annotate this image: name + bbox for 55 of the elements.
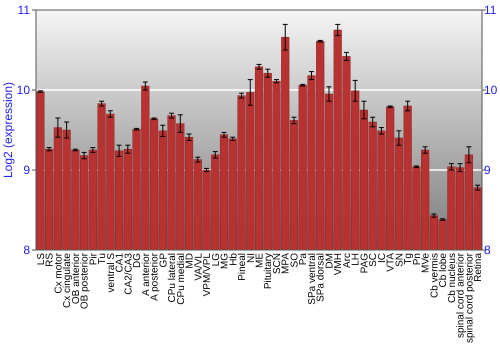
x-tick-label: SC bbox=[368, 253, 380, 267]
x-tick-label: CA1 bbox=[114, 252, 126, 272]
y2-tick-label: 10 bbox=[484, 83, 498, 98]
x-tick-label: CA2/CA3 bbox=[123, 252, 134, 295]
x-tick-label: SO bbox=[289, 252, 300, 268]
x-tick-label: VTA bbox=[386, 252, 397, 272]
x-tick-label: IC bbox=[376, 253, 388, 263]
x-tick-label: DM bbox=[324, 253, 336, 269]
y-axis-title: Log2 (expression) bbox=[1, 82, 15, 178]
x-tick-label: MVe bbox=[420, 252, 432, 274]
y-tick-label: 10 bbox=[16, 83, 30, 98]
y-tick-label: 9 bbox=[23, 163, 30, 178]
y-tick-label: 8 bbox=[23, 243, 30, 258]
y2-tick-label: 9 bbox=[484, 163, 491, 178]
x-tick-label: SN bbox=[394, 253, 406, 267]
x-tick-label: ME bbox=[254, 252, 266, 268]
x-tick-label: SCN bbox=[272, 253, 283, 274]
y2-tick-label: 8 bbox=[484, 243, 491, 258]
x-tick-label: A anterior bbox=[140, 252, 152, 296]
x-tick-label: CPu medial bbox=[176, 253, 187, 305]
x-tick-label: Pn bbox=[412, 253, 423, 266]
x-tick-label: Cb vermis bbox=[429, 253, 440, 298]
y-tick-label: 11 bbox=[18, 3, 30, 18]
x-tick-label: OB anterior bbox=[70, 252, 82, 304]
x-tick-label: ventral S bbox=[106, 252, 117, 292]
x-tick-label: MPA bbox=[280, 252, 292, 274]
x-tick-label: Cx cingulate bbox=[62, 252, 74, 308]
x-tick-label: Pir bbox=[88, 252, 100, 266]
x-tick-label: Arc bbox=[342, 253, 353, 268]
x-tick-label: Hb bbox=[228, 252, 240, 266]
y2-tick-label: 11 bbox=[484, 3, 497, 18]
x-tick-label: Retina bbox=[473, 252, 484, 282]
x-tick-label: DG bbox=[132, 252, 144, 268]
x-tick-label: Cb nucleus bbox=[446, 253, 458, 304]
x-tick-label: OB posterior bbox=[80, 252, 91, 310]
x-tick-label: NI bbox=[246, 253, 257, 263]
x-tick-label: Pituitary bbox=[263, 253, 274, 290]
x-tick-label: Pineal bbox=[237, 253, 248, 281]
x-tick-label: PAG bbox=[359, 252, 370, 274]
x-tick-label: Pa bbox=[298, 252, 310, 266]
x-tick-label: LS bbox=[36, 252, 47, 266]
x-tick-label: RS bbox=[44, 252, 56, 267]
x-tick-label: Tg bbox=[403, 253, 414, 265]
x-tick-label: Cb lobe bbox=[438, 252, 450, 288]
x-tick-label: VPM/VPL bbox=[202, 252, 214, 296]
x-tick-label: GP bbox=[158, 252, 170, 268]
x-tick-label: LH bbox=[350, 253, 362, 266]
x-tick-label: VMH bbox=[333, 253, 344, 276]
x-tick-label: spinal cord anterior bbox=[456, 252, 467, 338]
x-tick-label: spinal cord posterior bbox=[464, 252, 476, 344]
x-tick-label: Tu bbox=[97, 253, 108, 264]
x-tick-label: SPa ventral bbox=[306, 253, 318, 305]
x-tick-label: A posterior bbox=[150, 252, 161, 301]
x-tick-label: LG bbox=[210, 252, 222, 266]
x-tick-label: SPa dorsal bbox=[316, 253, 327, 302]
